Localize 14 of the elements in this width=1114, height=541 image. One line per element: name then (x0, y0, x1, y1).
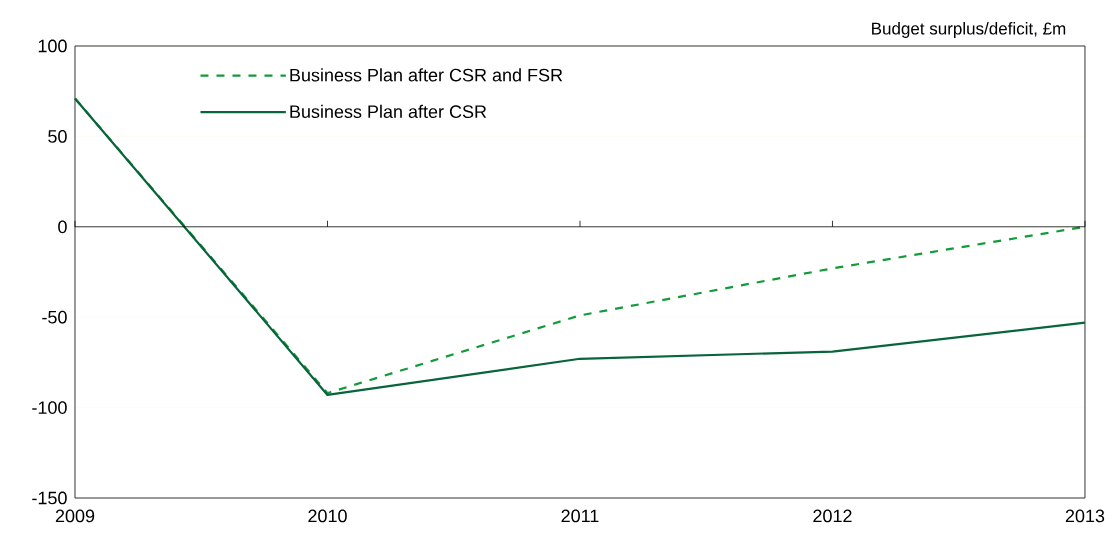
y-tick-label: -100 (32, 401, 67, 414)
y-tick-label: -150 (32, 491, 67, 505)
y-tick-label: 0 (58, 220, 67, 234)
x-tick-label: 2009 (55, 509, 95, 523)
x-tick-label: 2010 (308, 509, 347, 523)
legend-label: Business Plan after CSR and FSR (290, 68, 563, 82)
y-axis-title: Budget surplus/deficit, £m (872, 22, 1066, 38)
x-tick-label: 2011 (561, 509, 599, 523)
y-tick-label: -50 (42, 310, 67, 324)
x-tick-label: 2012 (813, 509, 852, 523)
y-tick-label: 50 (48, 130, 67, 143)
legend-label: Business Plan after CSR (290, 104, 487, 119)
x-tick-label: 2013 (1065, 509, 1105, 523)
y-tick-label: 100 (38, 39, 67, 53)
